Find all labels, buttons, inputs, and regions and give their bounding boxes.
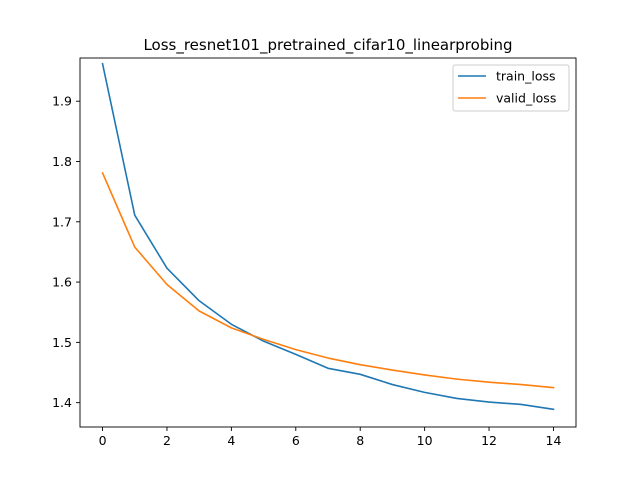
x-tick-label: 2	[163, 433, 171, 448]
legend-label-train_loss: train_loss	[496, 69, 556, 84]
y-tick-label: 1.8	[52, 154, 72, 169]
x-tick-label: 10	[417, 433, 433, 448]
x-tick-label: 12	[481, 433, 497, 448]
x-tick-label: 6	[292, 433, 300, 448]
series-line-valid_loss	[101, 171, 555, 389]
y-tick-label: 1.7	[52, 214, 72, 229]
x-tick-label: 0	[99, 433, 107, 448]
plot-area: 0 2 4 6 8 10 12 14 1.4 1.5 1.6 1.7 1.8 1.9	[52, 57, 577, 448]
y-tick-label: 1.5	[52, 335, 72, 350]
x-tick-label: 8	[356, 433, 364, 448]
y-tick-label: 1.4	[52, 395, 72, 410]
y-tick-label: 1.6	[52, 275, 72, 290]
legend-label-valid_loss: valid_loss	[496, 91, 556, 106]
legend: train_loss valid_loss	[452, 64, 570, 112]
x-tick-label: 14	[546, 433, 562, 448]
axes-frame	[79, 57, 577, 428]
chart-title: Loss_resnet101_pretrained_cifar10_linear…	[143, 36, 512, 55]
y-tick-label: 1.9	[52, 94, 72, 109]
x-tick-label: 4	[227, 433, 235, 448]
series-line-train_loss	[101, 62, 555, 411]
